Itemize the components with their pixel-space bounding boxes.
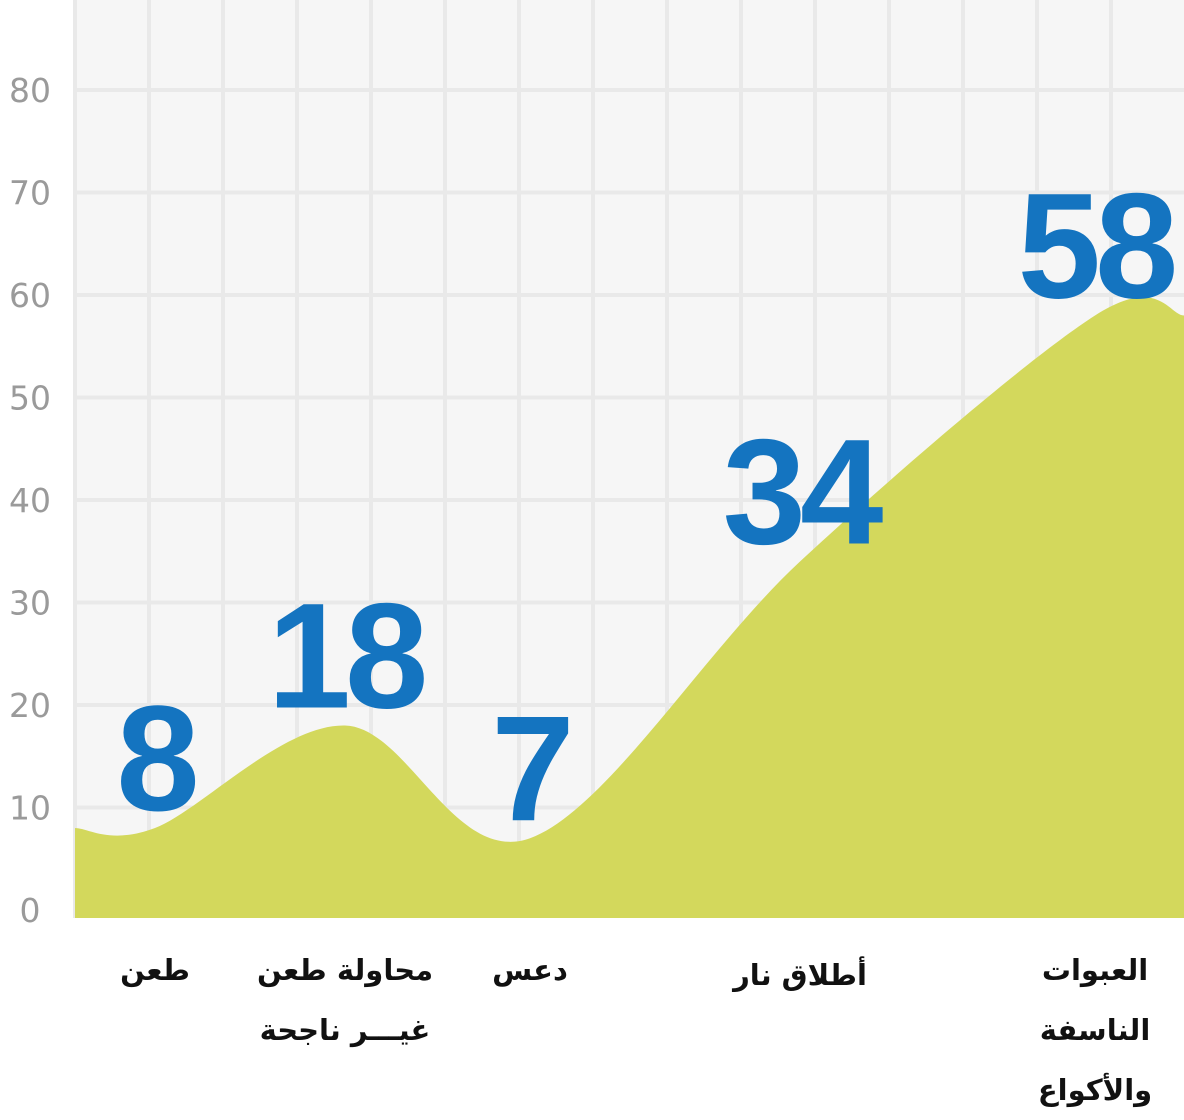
value-label: 34 bbox=[723, 408, 883, 576]
y-tick-label: 60 bbox=[9, 276, 51, 315]
value-label: 18 bbox=[268, 572, 424, 740]
category-label: دعس bbox=[492, 953, 568, 987]
y-tick-label: 50 bbox=[9, 379, 51, 418]
y-tick-label: 0 bbox=[20, 891, 41, 930]
y-tick-label: 30 bbox=[9, 584, 51, 623]
y-tick-label: 40 bbox=[9, 481, 51, 520]
y-tick-label: 20 bbox=[9, 686, 51, 725]
value-label: 58 bbox=[1018, 162, 1174, 330]
y-tick-label: 70 bbox=[9, 174, 51, 213]
y-tick-label: 80 bbox=[9, 71, 51, 110]
y-tick-label: 10 bbox=[9, 789, 51, 828]
category-label: العبوات الناسفة والأكواع bbox=[1037, 953, 1153, 1107]
category-label: محاولة طعن غيـــر ناجحة bbox=[256, 953, 434, 1047]
value-label: 8 bbox=[116, 674, 195, 842]
value-label: 7 bbox=[491, 684, 568, 852]
category-label: طعن bbox=[120, 953, 190, 987]
category-label: أطلاق نار bbox=[733, 958, 867, 992]
area bbox=[75, 297, 1184, 918]
